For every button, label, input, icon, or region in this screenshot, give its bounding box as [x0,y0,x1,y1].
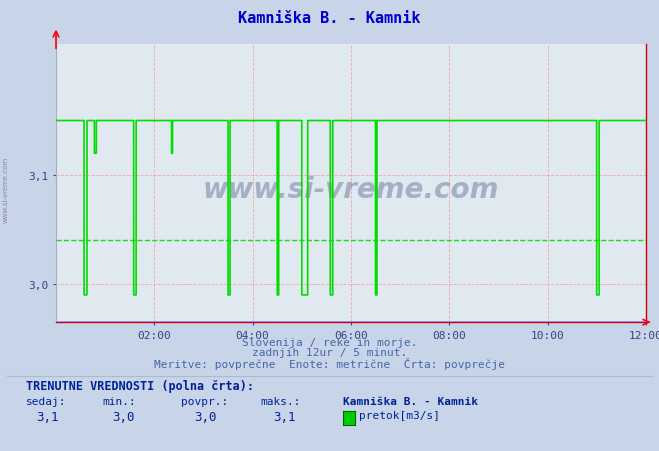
Text: pretok[m3/s]: pretok[m3/s] [359,410,440,420]
Text: povpr.:: povpr.: [181,396,229,405]
Text: 3,1: 3,1 [273,410,296,423]
Text: maks.:: maks.: [260,396,301,405]
Text: Slovenija / reke in morje.: Slovenija / reke in morje. [242,337,417,347]
Text: Kamniška B. - Kamnik: Kamniška B. - Kamnik [343,396,478,405]
Text: TRENUTNE VREDNOSTI (polna črta):: TRENUTNE VREDNOSTI (polna črta): [26,379,254,392]
Text: sedaj:: sedaj: [26,396,67,405]
Text: Meritve: povprečne  Enote: metrične  Črta: povprečje: Meritve: povprečne Enote: metrične Črta:… [154,358,505,369]
Text: min.:: min.: [102,396,136,405]
Text: Kamniška B. - Kamnik: Kamniška B. - Kamnik [239,11,420,27]
Text: zadnjih 12ur / 5 minut.: zadnjih 12ur / 5 minut. [252,348,407,358]
Text: 3,0: 3,0 [194,410,217,423]
Text: www.si-vreme.com: www.si-vreme.com [203,175,499,203]
Text: 3,0: 3,0 [112,410,134,423]
Text: 3,1: 3,1 [36,410,59,423]
Text: www.si-vreme.com: www.si-vreme.com [2,156,9,222]
